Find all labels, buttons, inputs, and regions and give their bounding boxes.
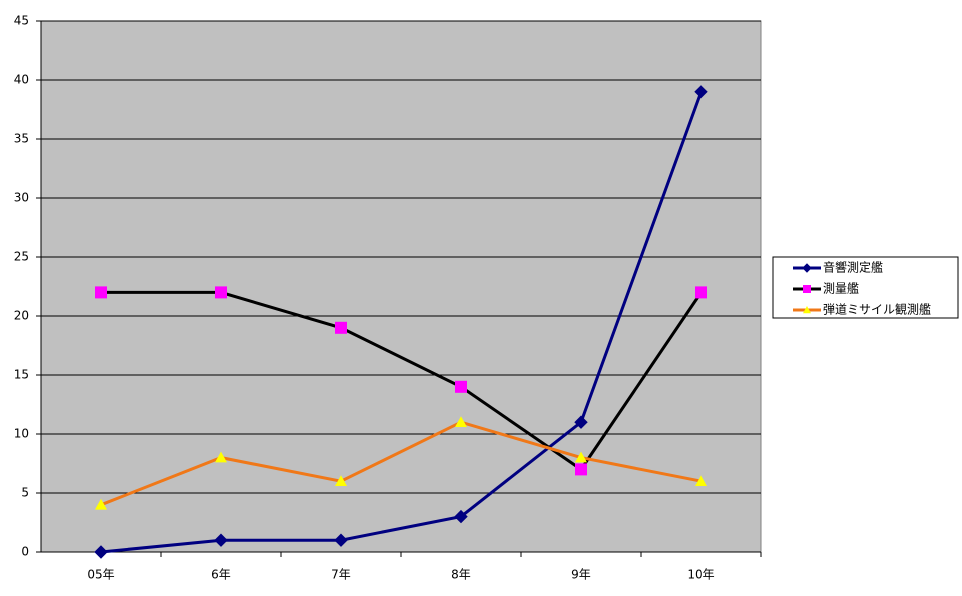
marker (335, 475, 347, 486)
legend-label: 弾道ミサイル観測艦 (823, 303, 931, 317)
y-tick-label: 25 (14, 250, 29, 264)
marker (695, 475, 707, 486)
marker (215, 286, 227, 299)
legend-label: 測量艦 (823, 282, 859, 296)
marker (215, 451, 227, 463)
marker (95, 498, 107, 510)
x-tick-label: 05年 (87, 568, 114, 582)
marker (335, 321, 347, 334)
series-line (100, 420, 702, 507)
x-tick-label: 8年 (451, 568, 471, 582)
marker (694, 85, 708, 99)
marker (455, 416, 467, 427)
y-tick-label: 0 (21, 545, 29, 559)
x-tick-label: 9年 (571, 568, 591, 582)
y-tick-label: 45 (14, 14, 29, 28)
series-line (100, 91, 703, 554)
x-tick-label: 10年 (687, 568, 714, 582)
marker (695, 286, 707, 299)
x-tick-label: 7年 (331, 568, 351, 582)
marker (94, 545, 108, 559)
marker (455, 380, 467, 393)
y-tick-label: 30 (14, 191, 29, 205)
y-tick-label: 40 (14, 73, 29, 87)
marker (574, 415, 588, 429)
plot-area (40, 20, 762, 553)
marker (95, 286, 107, 299)
y-tick-label: 5 (21, 486, 29, 500)
y-tick-label: 10 (14, 427, 29, 441)
marker (334, 533, 348, 547)
y-tick-label: 15 (14, 368, 29, 382)
marker (575, 451, 587, 463)
series-line (101, 290, 703, 472)
marker (803, 285, 811, 293)
x-tick-label: 6年 (211, 568, 231, 582)
y-tick-label: 20 (14, 309, 29, 323)
marker (802, 263, 812, 273)
marker (214, 533, 228, 547)
legend-label: 音響測定艦 (823, 260, 883, 275)
marker (803, 306, 811, 314)
marker (454, 509, 468, 524)
marker (575, 463, 587, 476)
y-tick-label: 35 (14, 132, 29, 146)
